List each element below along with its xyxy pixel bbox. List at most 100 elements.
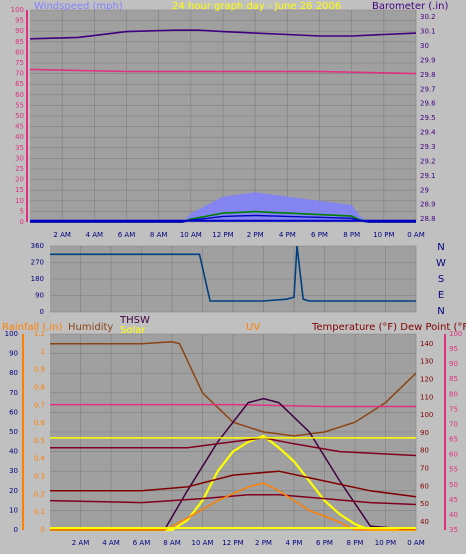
y-left-tick-label: 80 xyxy=(9,369,18,377)
y-left-tick-label: 40 xyxy=(15,133,24,141)
uv-tick-label: 90 xyxy=(449,360,458,368)
y-left-tick-label: 65 xyxy=(15,80,24,88)
uv-line xyxy=(50,482,416,531)
y-left-tick-label: 60 xyxy=(15,91,24,99)
x-tick-label: 10 PM xyxy=(373,231,394,239)
direction-tick-label: 180 xyxy=(31,275,44,283)
y-left-tick-label: 70 xyxy=(15,70,24,78)
uv-tick-label: 85 xyxy=(449,375,458,383)
solar-header: Solar xyxy=(120,325,146,336)
x-tick-label: 6 PM xyxy=(316,539,333,547)
direction-tick-label: 360 xyxy=(31,242,44,250)
compass-label: S xyxy=(438,274,444,285)
x-tick-label: 8 PM xyxy=(343,231,360,239)
barometer-line xyxy=(29,29,417,40)
temperature-tick-label: 60 xyxy=(420,482,429,490)
y-right-tick-label: 29.2 xyxy=(420,157,436,165)
solar-line xyxy=(50,434,416,532)
x-tick-label: 2 PM xyxy=(247,231,264,239)
y-right-tick-label: 29.4 xyxy=(420,129,436,137)
period-header: 24 hour graph day - June 26 2006 xyxy=(172,1,341,12)
uv-tick-label: 95 xyxy=(449,345,458,353)
uv-header: UV xyxy=(246,322,260,333)
x-tick-label: 2 AM xyxy=(72,539,90,547)
rainfall-tick-label: 0.1 xyxy=(34,508,45,516)
temperature-tick-label: 70 xyxy=(420,465,429,473)
temperature-tick-label: 140 xyxy=(420,340,433,348)
rainfall-tick-label: 0 xyxy=(41,526,45,534)
uv-tick-label: 60 xyxy=(449,451,458,459)
y-left-tick-label: 10 xyxy=(9,506,18,514)
y-right-tick-label: 28.8 xyxy=(420,215,436,223)
y-right-tick-label: 29.6 xyxy=(420,100,436,108)
uv-tick-label: 65 xyxy=(449,436,458,444)
thsw-header: THSW xyxy=(119,315,150,326)
y-left-tick-label: 90 xyxy=(15,27,24,35)
y-left-tick-label: 50 xyxy=(9,428,18,436)
humidity-line xyxy=(50,341,417,437)
humidity-header: Humidity xyxy=(68,322,113,333)
y-left-tick-label: 0 xyxy=(20,218,24,226)
x-tick-label: 0 AM xyxy=(407,539,425,547)
x-tick-label: 10 AM xyxy=(192,539,214,547)
x-tick-label: 4 AM xyxy=(86,231,104,239)
x-tick-label: 2 PM xyxy=(255,539,272,547)
y-left-tick-label: 70 xyxy=(9,389,18,397)
x-tick-label: 6 PM xyxy=(311,231,328,239)
x-tick-label: 12 PM xyxy=(212,231,233,239)
temperature-tick-label: 90 xyxy=(420,429,429,437)
uv-tick-label: 75 xyxy=(449,405,458,413)
temperature-tick-label: 80 xyxy=(420,447,429,455)
compass-label: W xyxy=(436,258,446,269)
uv-tick-label: 70 xyxy=(449,420,458,428)
barometer-header: Barometer (.in) xyxy=(372,1,448,12)
temperature-tick-label: 120 xyxy=(420,375,433,383)
pink-reference-line xyxy=(29,68,417,75)
y-right-tick-label: 30.2 xyxy=(420,13,436,21)
y-right-tick-label: 28.9 xyxy=(420,201,436,209)
y-right-tick-label: 29.1 xyxy=(420,172,436,180)
rainfall-tick-label: 0.8 xyxy=(34,383,45,391)
y-left-tick-label: 100 xyxy=(11,6,24,14)
y-right-tick-label: 29.8 xyxy=(420,71,436,79)
rainfall-header: Rainfall (.in) xyxy=(2,322,63,333)
rainfall-tick-label: 0.9 xyxy=(34,366,45,374)
y-left-tick-label: 75 xyxy=(15,59,24,67)
x-tick-label: 2 AM xyxy=(53,231,71,239)
y-left-tick-label: 55 xyxy=(15,101,24,109)
rainfall-tick-label: 0.4 xyxy=(34,455,46,463)
compass-label: E xyxy=(438,290,444,301)
x-tick-label: 4 PM xyxy=(286,539,303,547)
y-right-tick-label: 30 xyxy=(420,42,429,50)
x-tick-label: 8 AM xyxy=(150,231,168,239)
y-left-tick-label: 45 xyxy=(15,123,24,131)
y-left-tick-label: 20 xyxy=(9,487,18,495)
temperature-tick-label: 40 xyxy=(420,518,429,526)
y-left-tick-label: 40 xyxy=(9,448,18,456)
x-tick-label: 6 AM xyxy=(133,539,151,547)
y-right-tick-label: 29.5 xyxy=(420,114,436,122)
rainfall-tick-label: 0.5 xyxy=(34,437,45,445)
x-tick-label: 6 AM xyxy=(118,231,136,239)
uv-tick-label: 55 xyxy=(449,466,458,474)
y-right-tick-label: 29.9 xyxy=(420,56,436,64)
y-left-tick-label: 50 xyxy=(15,112,24,120)
y-left-tick-label: 80 xyxy=(15,48,24,56)
y-left-tick-label: 5 xyxy=(20,207,24,215)
thsw-line xyxy=(50,397,417,531)
temp-dew-header: Temperature (°F) Dew Point (°F) xyxy=(311,322,466,333)
wind-direction-line xyxy=(50,245,416,302)
rainfall-tick-label: 1.1 xyxy=(34,330,45,338)
x-tick-label: 12 PM xyxy=(222,539,243,547)
y-left-tick-label: 95 xyxy=(15,17,24,25)
x-tick-label: 10 AM xyxy=(180,231,202,239)
x-tick-label: 8 AM xyxy=(163,539,181,547)
y-right-tick-label: 29.7 xyxy=(420,85,436,93)
wind-speed-header: Windspeed (mph) xyxy=(34,1,123,12)
compass-label: N xyxy=(437,242,444,253)
uv-scale-bar xyxy=(444,334,446,530)
uv-tick-label: 40 xyxy=(449,511,458,519)
x-tick-label: 8 PM xyxy=(347,539,364,547)
